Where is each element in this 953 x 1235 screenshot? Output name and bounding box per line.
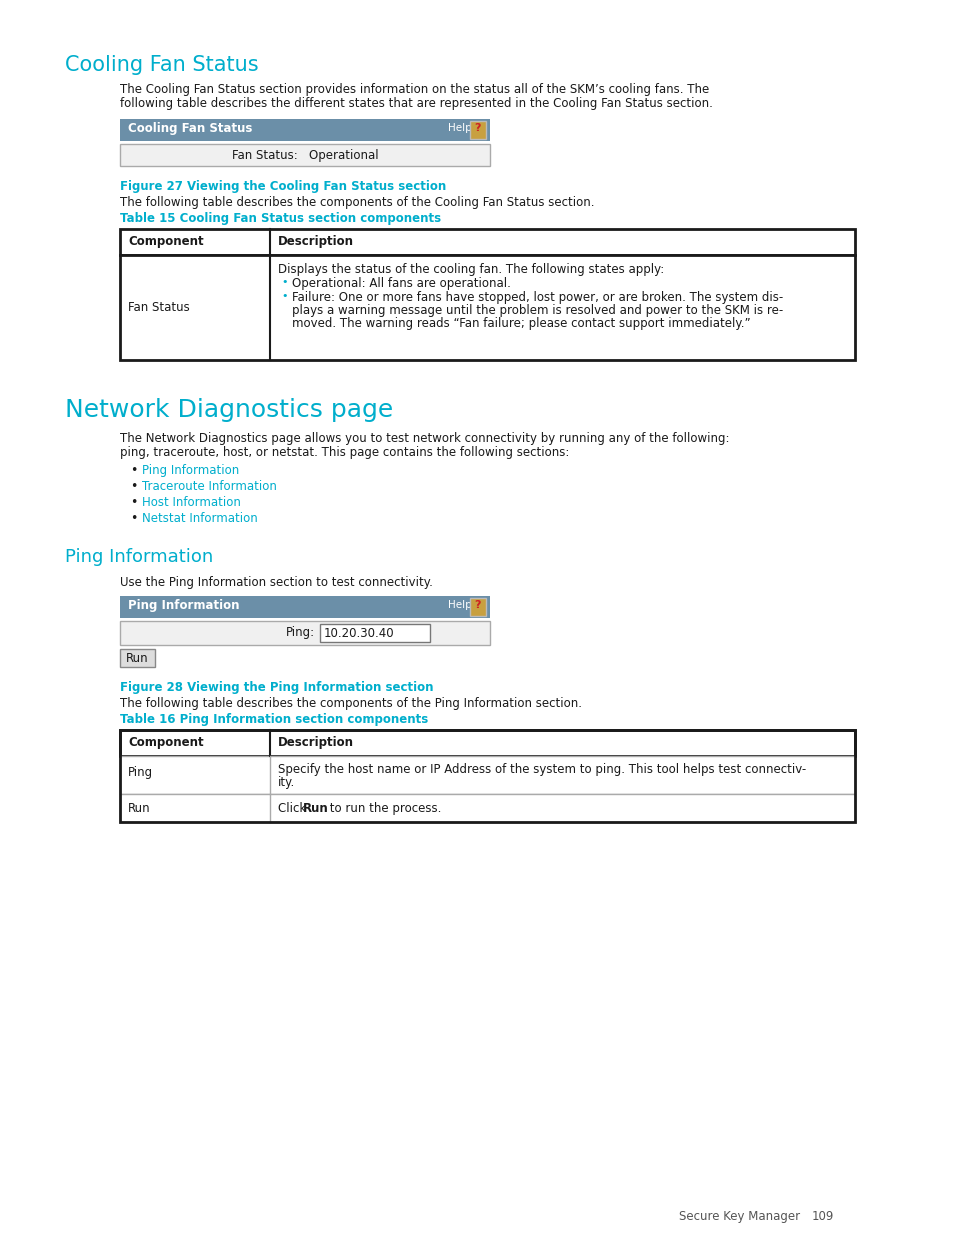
Text: Ping: Ping — [128, 766, 153, 779]
Text: Specify the host name or IP Address of the system to ping. This tool helps test : Specify the host name or IP Address of t… — [277, 763, 805, 776]
Text: •: • — [130, 464, 137, 477]
Bar — [120, 621, 490, 645]
Text: 10.20.30.40: 10.20.30.40 — [324, 627, 395, 640]
Text: Host Information: Host Information — [142, 496, 240, 509]
Bar — [120, 228, 854, 254]
Text: Secure Key Manager: Secure Key Manager — [679, 1210, 800, 1223]
Text: The following table describes the components of the Ping Information section.: The following table describes the compon… — [120, 697, 581, 710]
Text: Description: Description — [277, 736, 354, 748]
Text: Ping Information: Ping Information — [128, 599, 239, 613]
Bar — [319, 624, 430, 642]
Bar — [120, 730, 854, 823]
Bar — [470, 121, 485, 140]
Text: •: • — [130, 513, 137, 525]
Text: Netstat Information: Netstat Information — [142, 513, 257, 525]
Text: Run: Run — [126, 652, 148, 664]
Text: Table 16 Ping Information section components: Table 16 Ping Information section compon… — [120, 713, 428, 726]
Text: Network Diagnostics page: Network Diagnostics page — [65, 398, 393, 422]
Bar — [120, 794, 854, 823]
Bar — [120, 730, 854, 756]
Text: Use the Ping Information section to test connectivity.: Use the Ping Information section to test… — [120, 576, 433, 589]
Text: Ping Information: Ping Information — [65, 548, 213, 566]
Text: Ping Information: Ping Information — [142, 464, 239, 477]
Text: ?: ? — [475, 600, 480, 610]
Text: ?: ? — [475, 124, 480, 133]
Text: Traceroute Information: Traceroute Information — [142, 480, 276, 493]
Text: The Cooling Fan Status section provides information on the status all of the SKM: The Cooling Fan Status section provides … — [120, 83, 708, 96]
Text: Help: Help — [448, 600, 471, 610]
Text: Run: Run — [128, 802, 151, 815]
Text: The following table describes the components of the Cooling Fan Status section.: The following table describes the compon… — [120, 196, 594, 209]
Text: Ping:: Ping: — [286, 626, 314, 638]
Text: Table 15 Cooling Fan Status section components: Table 15 Cooling Fan Status section comp… — [120, 212, 440, 225]
Text: Figure 28 Viewing the Ping Information section: Figure 28 Viewing the Ping Information s… — [120, 680, 433, 694]
Text: Failure: One or more fans have stopped, lost power, or are broken. The system di: Failure: One or more fans have stopped, … — [292, 291, 782, 304]
Text: Figure 27 Viewing the Cooling Fan Status section: Figure 27 Viewing the Cooling Fan Status… — [120, 180, 446, 193]
Text: ity.: ity. — [277, 776, 294, 789]
Bar — [120, 119, 490, 141]
Text: Cooling Fan Status: Cooling Fan Status — [128, 122, 253, 135]
Bar — [120, 597, 490, 618]
Text: •: • — [130, 480, 137, 493]
Bar — [120, 144, 490, 165]
Text: Cooling Fan Status: Cooling Fan Status — [65, 56, 258, 75]
Text: 109: 109 — [811, 1210, 834, 1223]
Text: moved. The warning reads “Fan failure; please contact support immediately.”: moved. The warning reads “Fan failure; p… — [292, 317, 750, 330]
Text: Click: Click — [277, 802, 310, 815]
Text: Description: Description — [277, 235, 354, 248]
Bar — [470, 598, 485, 616]
Bar — [120, 254, 854, 359]
Text: plays a warning message until the problem is resolved and power to the SKM is re: plays a warning message until the proble… — [292, 304, 782, 317]
Text: to run the process.: to run the process. — [326, 802, 441, 815]
Text: Component: Component — [128, 235, 203, 248]
Text: •: • — [281, 291, 287, 301]
Text: Run: Run — [303, 802, 329, 815]
Text: Operational: All fans are operational.: Operational: All fans are operational. — [292, 277, 511, 290]
Text: following table describes the different states that are represented in the Cooli: following table describes the different … — [120, 98, 712, 110]
Bar — [120, 756, 854, 794]
Text: Fan Status: Fan Status — [128, 301, 190, 314]
Bar — [120, 650, 154, 667]
Text: Fan Status:   Operational: Fan Status: Operational — [232, 149, 378, 162]
Text: ping, traceroute, host, or netstat. This page contains the following sections:: ping, traceroute, host, or netstat. This… — [120, 446, 569, 459]
Text: The Network Diagnostics page allows you to test network connectivity by running : The Network Diagnostics page allows you … — [120, 432, 729, 445]
Text: Component: Component — [128, 736, 203, 748]
Text: •: • — [281, 277, 287, 287]
Text: •: • — [130, 496, 137, 509]
Text: Displays the status of the cooling fan. The following states apply:: Displays the status of the cooling fan. … — [277, 263, 663, 275]
Text: Help: Help — [448, 124, 471, 133]
